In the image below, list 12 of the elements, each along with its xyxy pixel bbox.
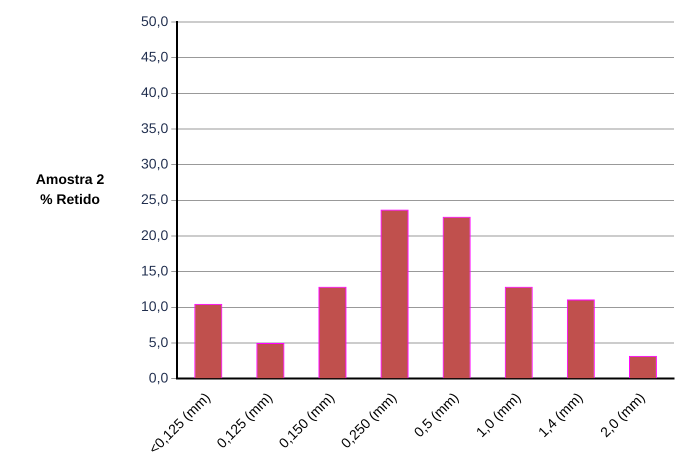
y-tick-label: 25,0: [141, 191, 168, 208]
y-tick-label: 10,0: [141, 298, 168, 314]
y-tick-label: 30,0: [141, 156, 168, 172]
y-tick-label: 35,0: [141, 120, 168, 136]
y-tick-label: 50,0: [141, 12, 168, 29]
y-tick-label: 20,0: [141, 226, 168, 243]
y-tick-label: 15,0: [141, 262, 168, 279]
y-tick-label: 0,0: [148, 370, 168, 386]
y-tick-label: 5,0: [148, 334, 168, 350]
y-tick-label: 40,0: [141, 84, 168, 100]
y-tick-label: 45,0: [141, 48, 168, 65]
y-axis-title: Amostra 2 % Retido: [36, 171, 104, 208]
